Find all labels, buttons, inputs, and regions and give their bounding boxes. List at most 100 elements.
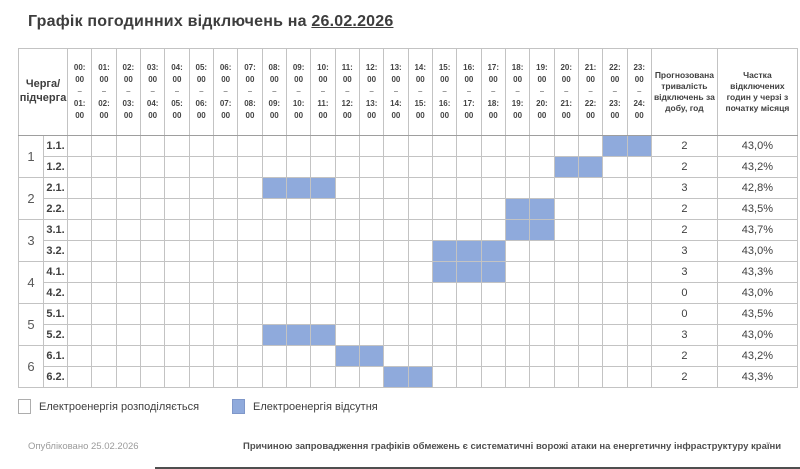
- supply-cell: [212, 261, 239, 283]
- supply-cell: [164, 324, 190, 346]
- supply-cell: [164, 177, 190, 199]
- supply-cell: [115, 135, 142, 157]
- supply-cell: [480, 324, 506, 346]
- supply-cell: [431, 156, 458, 178]
- supply-cell: [91, 366, 117, 388]
- legend-label-outage: Електроенергія відсутня: [253, 400, 378, 413]
- schedule-row: 6.2. 2 43,3%: [19, 366, 798, 388]
- supply-cell: [261, 198, 287, 220]
- supply-cell: [504, 156, 531, 178]
- supply-cell: [334, 366, 360, 388]
- forecast-hours-value: 2: [650, 366, 718, 388]
- supply-cell: [383, 345, 409, 367]
- supply-cell: [577, 282, 604, 304]
- supply-cell: [212, 345, 239, 367]
- schedule-row: 3.2. 3 43,0%: [19, 240, 798, 262]
- outage-cell: [358, 345, 385, 367]
- supply-cell: [358, 219, 385, 241]
- supply-cell: [480, 198, 506, 220]
- supply-cell: [261, 282, 287, 304]
- schedule-row: 1.2. 2 43,2%: [19, 156, 798, 178]
- supply-cell: [212, 135, 239, 157]
- supply-cell: [553, 198, 579, 220]
- supply-cell: [91, 177, 117, 199]
- supply-cell: [334, 177, 360, 199]
- supply-cell: [139, 282, 166, 304]
- supply-cell: [261, 135, 287, 157]
- supply-cell: [139, 303, 166, 325]
- supply-cell: [67, 135, 93, 157]
- supply-cell: [188, 135, 214, 157]
- supply-cell: [626, 345, 652, 367]
- supply-cell: [553, 282, 579, 304]
- supply-cell: [261, 240, 287, 262]
- supply-cell: [529, 177, 555, 199]
- hour-range-header: 01: 00–02: 00: [91, 48, 117, 136]
- subqueue-label: 2.1.: [42, 177, 69, 199]
- supply-cell: [91, 282, 117, 304]
- schedule-row: 4 4.1. 3 43,3%: [18, 261, 798, 304]
- supply-cell: [480, 219, 506, 241]
- outage-cell: [261, 324, 287, 346]
- supply-cell: [383, 135, 409, 157]
- supply-cell: [261, 261, 287, 283]
- supply-cell: [334, 282, 360, 304]
- month-share-value: 42,8%: [716, 177, 798, 199]
- hour-range-header: 22: 00–23: 00: [602, 48, 628, 136]
- hour-range-header: 10: 00–11: 00: [310, 48, 336, 136]
- outage-cell: [310, 177, 336, 199]
- forecast-hours-value: 2: [650, 135, 718, 157]
- supply-cell: [504, 366, 531, 388]
- supply-cell: [383, 261, 409, 283]
- outage-cell: [261, 177, 287, 199]
- supply-cell: [310, 282, 336, 304]
- supply-cell: [407, 198, 433, 220]
- supply-cell: [431, 219, 458, 241]
- supply-cell: [407, 282, 433, 304]
- supply-cell: [139, 177, 166, 199]
- month-share-value: 43,5%: [716, 198, 798, 220]
- hour-range-header: 16: 00–17: 00: [456, 48, 482, 136]
- supply-cell: [602, 156, 628, 178]
- supply-cell: [504, 261, 531, 283]
- supply-cell: [334, 303, 360, 325]
- supply-cell: [115, 219, 142, 241]
- supply-cell: [504, 303, 531, 325]
- subqueue-label: 4.1.: [42, 261, 69, 283]
- month-share-value: 43,2%: [716, 156, 798, 178]
- supply-cell: [91, 240, 117, 262]
- supply-cell: [115, 177, 142, 199]
- supply-cell: [91, 345, 117, 367]
- supply-cell: [407, 240, 433, 262]
- subqueue-label: 4.2.: [42, 282, 69, 304]
- supply-cell: [188, 366, 214, 388]
- supply-cell: [626, 282, 652, 304]
- schedule-table-body: 1 1.1. 2 43,0% 1.2. 2 43,2% 2 2.1. 3 42,8% 2.2. 2 43,…: [18, 135, 798, 388]
- schedule-table-head: Черга/підчерга 00: 00–01: 00 01: 00–02: 00 02: 0…: [17, 48, 798, 136]
- supply-cell: [237, 282, 263, 304]
- subqueue-label: 6.1.: [42, 345, 69, 367]
- schedule-date: 26.02.2026: [311, 13, 394, 30]
- hour-range-header: 12: 00–13: 00: [358, 48, 385, 136]
- supply-cell: [456, 177, 482, 199]
- supply-cell: [115, 198, 142, 220]
- supply-cell: [237, 135, 263, 157]
- supply-cell: [310, 261, 336, 283]
- supply-cell: [115, 261, 142, 283]
- reason-note: Причиною запровадження графіків обмежень…: [243, 441, 782, 452]
- subqueue-label: 3.1.: [42, 219, 69, 241]
- supply-cell: [431, 366, 458, 388]
- supply-cell: [358, 303, 385, 325]
- supply-cell: [188, 303, 214, 325]
- supply-cell: [91, 303, 117, 325]
- outage-cell: [553, 156, 579, 178]
- hour-range-header: 06: 00–07: 00: [212, 48, 239, 136]
- supply-cell: [504, 135, 531, 157]
- supply-cell: [212, 324, 239, 346]
- supply-cell: [139, 240, 166, 262]
- supply-cell: [431, 324, 458, 346]
- supply-cell: [139, 261, 166, 283]
- supply-cell: [164, 366, 190, 388]
- supply-cell: [237, 324, 263, 346]
- supply-cell: [480, 345, 506, 367]
